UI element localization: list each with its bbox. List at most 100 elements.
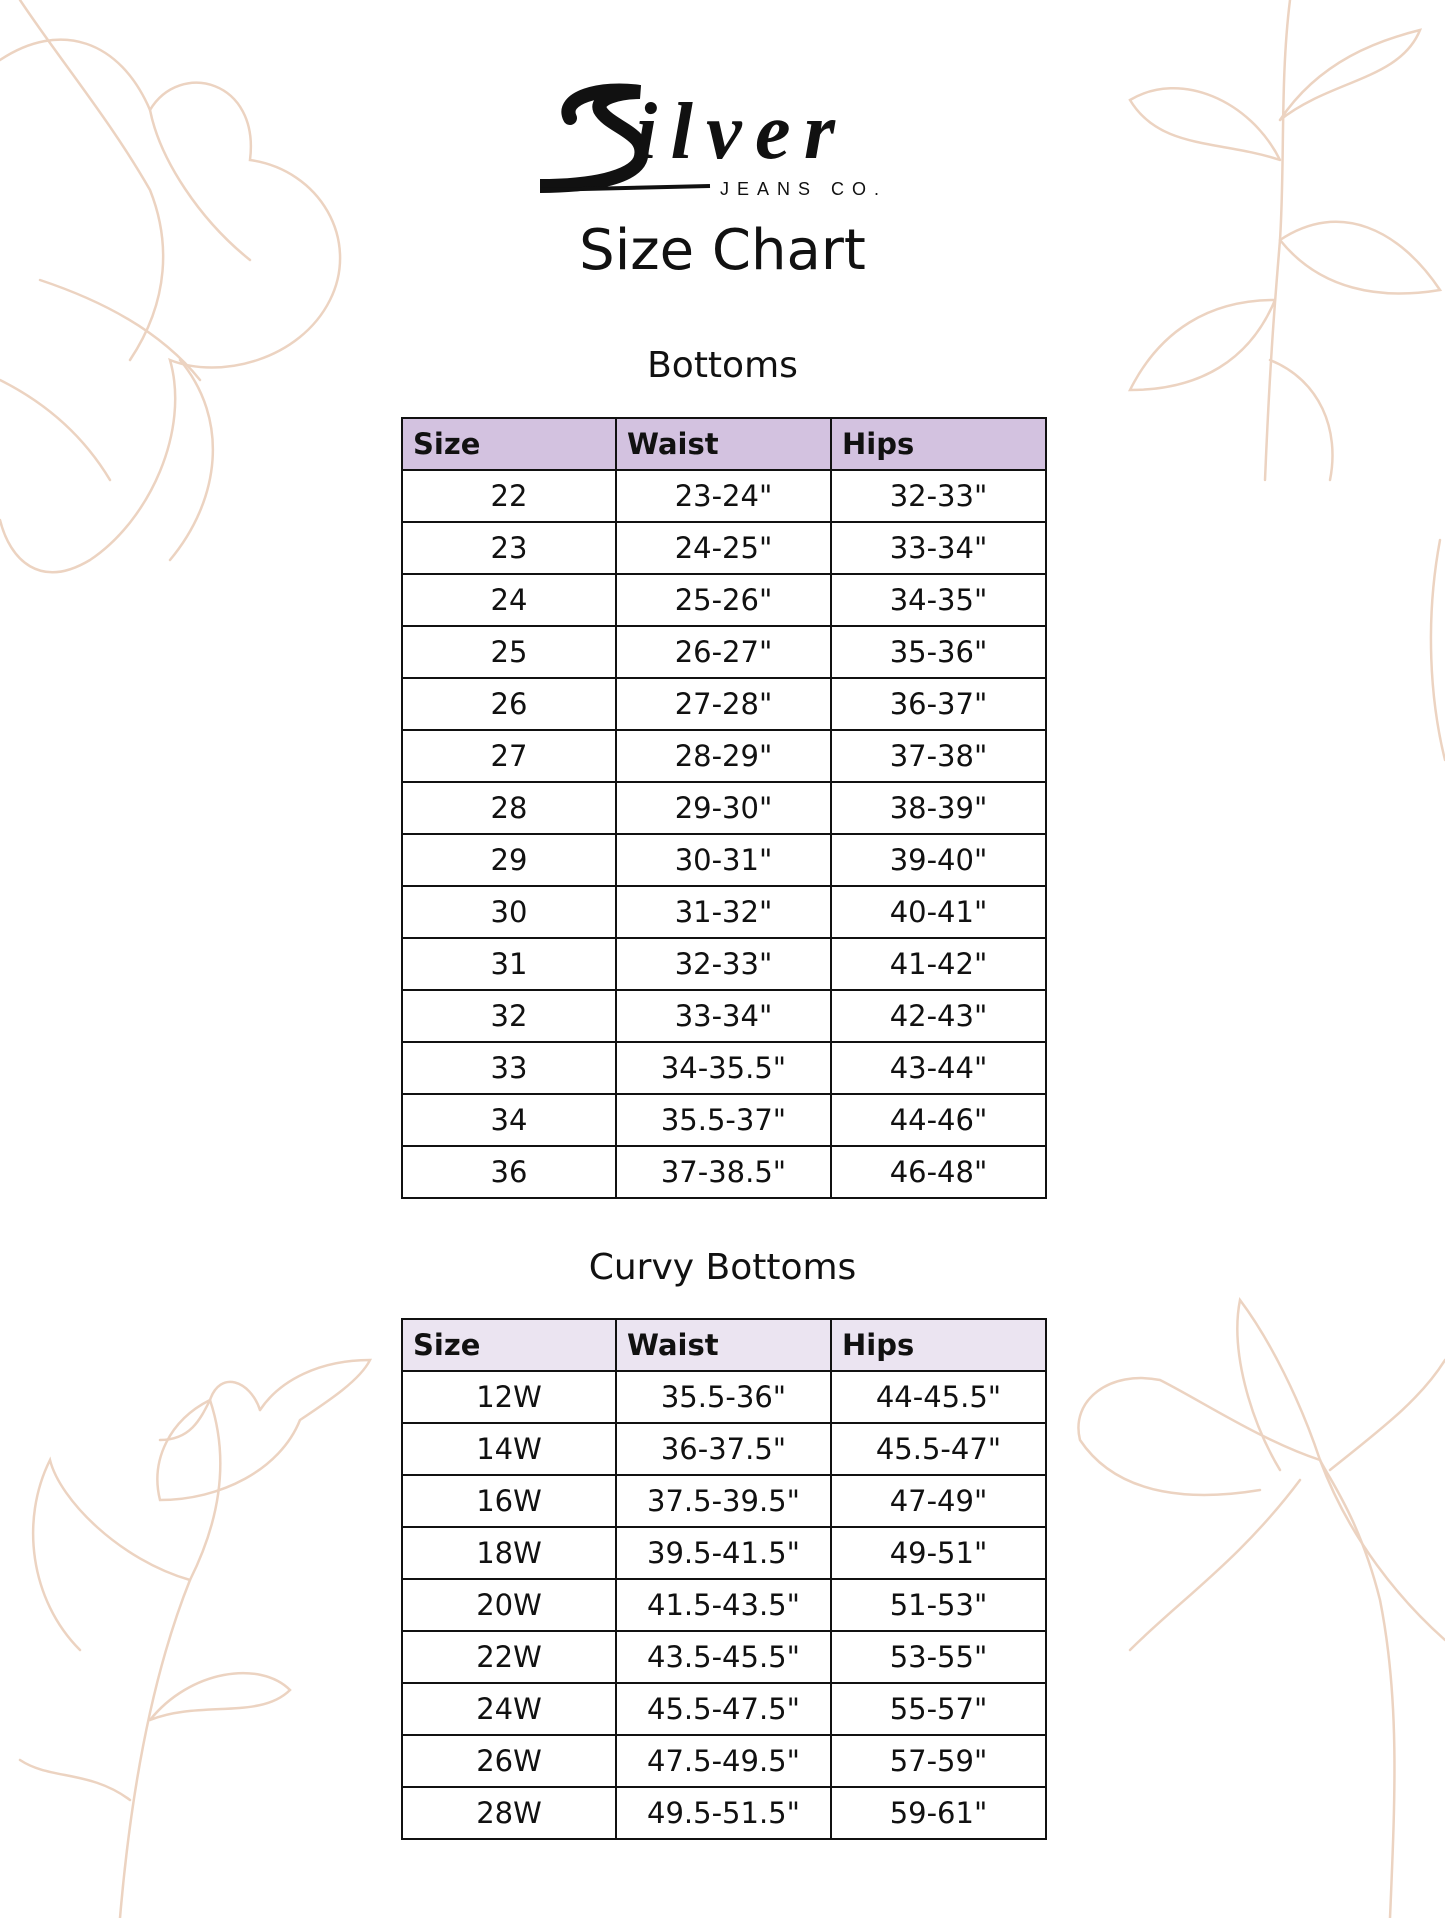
table-row: 30 31-32" 40-41" <box>401 885 1047 939</box>
size-cell: 34 <box>401 1093 617 1147</box>
waist-cell: 30-31" <box>615 833 832 887</box>
size-cell: 27 <box>401 729 617 783</box>
table-row: 34 35.5-37" 44-46" <box>401 1093 1047 1147</box>
table-row: 28 29-30" 38-39" <box>401 781 1047 835</box>
size-cell: 26 <box>401 677 617 731</box>
hips-cell: 41-42" <box>830 937 1047 991</box>
waist-cell: 24-25" <box>615 521 832 575</box>
hips-cell: 34-35" <box>830 573 1047 627</box>
hips-cell: 36-37" <box>830 677 1047 731</box>
hips-cell: 38-39" <box>830 781 1047 835</box>
table-row: 20W 41.5-43.5" 51-53" <box>401 1578 1047 1632</box>
waist-cell: 31-32" <box>615 885 832 939</box>
hips-cell: 57-59" <box>830 1734 1047 1788</box>
table-row: 26 27-28" 36-37" <box>401 677 1047 731</box>
hips-cell: 37-38" <box>830 729 1047 783</box>
table-row: 28W 49.5-51.5" 59-61" <box>401 1786 1047 1840</box>
hips-cell: 55-57" <box>830 1682 1047 1736</box>
hips-cell: 53-55" <box>830 1630 1047 1684</box>
table-row: 32 33-34" 42-43" <box>401 989 1047 1043</box>
hips-cell: 45.5-47" <box>830 1422 1047 1476</box>
size-cell: 22W <box>401 1630 617 1684</box>
waist-cell: 41.5-43.5" <box>615 1578 832 1632</box>
size-cell: 14W <box>401 1422 617 1476</box>
table-header-row: Size Waist Hips <box>401 1318 1047 1372</box>
size-cell: 33 <box>401 1041 617 1095</box>
size-cell: 23 <box>401 521 617 575</box>
size-cell: 18W <box>401 1526 617 1580</box>
size-cell: 28 <box>401 781 617 835</box>
waist-cell: 49.5-51.5" <box>615 1786 832 1840</box>
column-header-size: Size <box>401 1318 617 1372</box>
table-row: 14W 36-37.5" 45.5-47" <box>401 1422 1047 1476</box>
size-cell: 24W <box>401 1682 617 1736</box>
waist-cell: 43.5-45.5" <box>615 1630 832 1684</box>
hips-cell: 49-51" <box>830 1526 1047 1580</box>
size-cell: 32 <box>401 989 617 1043</box>
table-row: 24W 45.5-47.5" 55-57" <box>401 1682 1047 1736</box>
size-cell: 22 <box>401 469 617 523</box>
size-cell: 29 <box>401 833 617 887</box>
hips-cell: 47-49" <box>830 1474 1047 1528</box>
size-cell: 25 <box>401 625 617 679</box>
hips-cell: 51-53" <box>830 1578 1047 1632</box>
column-header-waist: Waist <box>615 417 832 471</box>
size-cell: 36 <box>401 1145 617 1199</box>
waist-cell: 34-35.5" <box>615 1041 832 1095</box>
waist-cell: 35.5-37" <box>615 1093 832 1147</box>
size-cell: 24 <box>401 573 617 627</box>
table-row: 18W 39.5-41.5" 49-51" <box>401 1526 1047 1580</box>
curvy-bottoms-size-table: Size Waist Hips 12W 35.5-36" 44-45.5" 14W 36… <box>401 1318 1047 1840</box>
table-row: 25 26-27" 35-36" <box>401 625 1047 679</box>
waist-cell: 36-37.5" <box>615 1422 832 1476</box>
flower-bottom-left-icon <box>18 1358 373 1918</box>
size-cell: 31 <box>401 937 617 991</box>
table-row: 22W 43.5-45.5" 53-55" <box>401 1630 1047 1684</box>
table-row: 27 28-29" 37-38" <box>401 729 1047 783</box>
table-row: 12W 35.5-36" 44-45.5" <box>401 1370 1047 1424</box>
table-row: 31 32-33" 41-42" <box>401 937 1047 991</box>
table-row: 22 23-24" 32-33" <box>401 469 1047 523</box>
waist-cell: 35.5-36" <box>615 1370 832 1424</box>
hips-cell: 40-41" <box>830 885 1047 939</box>
table-row: 26W 47.5-49.5" 57-59" <box>401 1734 1047 1788</box>
table-row: 29 30-31" 39-40" <box>401 833 1047 887</box>
hips-cell: 39-40" <box>830 833 1047 887</box>
waist-cell: 37.5-39.5" <box>615 1474 832 1528</box>
hips-cell: 44-46" <box>830 1093 1047 1147</box>
waist-cell: 29-30" <box>615 781 832 835</box>
svg-text:JEANS CO.: JEANS CO. <box>720 179 887 199</box>
table-row: 16W 37.5-39.5" 47-49" <box>401 1474 1047 1528</box>
hips-cell: 32-33" <box>830 469 1047 523</box>
bottoms-size-table: Size Waist Hips 22 23-24" 32-33" 23 24-25" 33… <box>401 417 1047 1199</box>
size-cell: 20W <box>401 1578 617 1632</box>
waist-cell: 45.5-47.5" <box>615 1682 832 1736</box>
silver-jeans-logo: ilver JEANS CO. <box>540 83 887 199</box>
size-cell: 16W <box>401 1474 617 1528</box>
table-row: 36 37-38.5" 46-48" <box>401 1145 1047 1199</box>
size-cell: 26W <box>401 1734 617 1788</box>
waist-cell: 47.5-49.5" <box>615 1734 832 1788</box>
waist-cell: 33-34" <box>615 989 832 1043</box>
hips-cell: 33-34" <box>830 521 1047 575</box>
size-cell: 12W <box>401 1370 617 1424</box>
waist-cell: 26-27" <box>615 625 832 679</box>
table-row: 33 34-35.5" 43-44" <box>401 1041 1047 1095</box>
flower-bottom-right-icon <box>1077 1297 1445 1918</box>
waist-cell: 32-33" <box>615 937 832 991</box>
flower-top-left-icon <box>0 0 342 574</box>
hips-cell: 46-48" <box>830 1145 1047 1199</box>
hips-cell: 59-61" <box>830 1786 1047 1840</box>
waist-cell: 27-28" <box>615 677 832 731</box>
hips-cell: 42-43" <box>830 989 1047 1043</box>
column-header-size: Size <box>401 417 617 471</box>
table-row: 23 24-25" 33-34" <box>401 521 1047 575</box>
column-header-hips: Hips <box>830 417 1047 471</box>
table-header-row: Size Waist Hips <box>401 417 1047 471</box>
waist-cell: 39.5-41.5" <box>615 1526 832 1580</box>
curvy-bottoms-title: Curvy Bottoms <box>588 1247 857 1288</box>
page-title: Size Chart <box>579 218 866 283</box>
hips-cell: 35-36" <box>830 625 1047 679</box>
column-header-waist: Waist <box>615 1318 832 1372</box>
size-cell: 28W <box>401 1786 617 1840</box>
